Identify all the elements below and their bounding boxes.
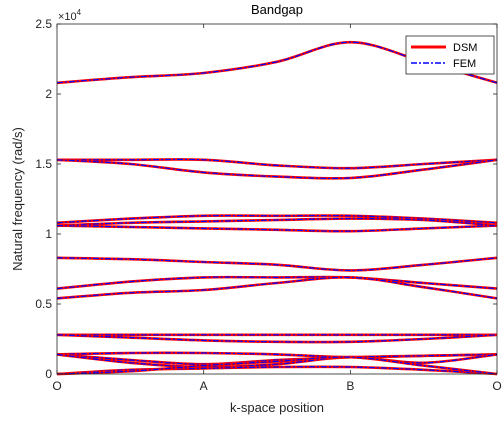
legend: DSM FEM bbox=[405, 35, 495, 75]
fem-band-4 bbox=[56, 214, 498, 224]
ticks-layer: O A B O00.511.522.5 bbox=[35, 17, 501, 393]
y-tick-label-1: 0.5 bbox=[35, 297, 52, 311]
fem-band-12 bbox=[56, 352, 498, 358]
fem-band-7 bbox=[56, 257, 498, 272]
legend-dsm-label: DSM bbox=[453, 42, 477, 54]
y-tick-label-3: 1.5 bbox=[35, 157, 52, 171]
x-tick-label-3: O bbox=[492, 379, 501, 393]
legend-fem-label: FEM bbox=[453, 58, 476, 70]
fem-band-13 bbox=[56, 353, 498, 365]
x-tick-label-0: O bbox=[52, 379, 61, 393]
y-axis-title: Natural frequency (rad/s) bbox=[10, 127, 25, 271]
fem-band-11 bbox=[56, 334, 498, 343]
y-tick-label-5: 2.5 bbox=[35, 17, 52, 31]
x-tick-label-1: A bbox=[200, 379, 208, 393]
y-exponent-power: 4 bbox=[77, 8, 82, 17]
y-tick-label-4: 2 bbox=[45, 87, 52, 101]
y-tick-label-2: 1 bbox=[45, 227, 52, 241]
fem-band-2 bbox=[57, 158, 498, 169]
fem-band-15 bbox=[56, 366, 498, 375]
x-tick-label-2: B bbox=[346, 379, 354, 393]
y-exponent-label: ×104 bbox=[58, 8, 82, 23]
plot-frame bbox=[56, 23, 498, 375]
fem-band-5 bbox=[56, 217, 498, 227]
fem-band-14 bbox=[56, 353, 498, 368]
x-axis-title: k-space position bbox=[230, 400, 324, 415]
y-exponent-base: ×10 bbox=[58, 11, 77, 23]
legend-box bbox=[405, 35, 495, 75]
y-tick-label-0: 0 bbox=[45, 367, 52, 381]
chart-title: Bandgap bbox=[251, 2, 303, 17]
fem-band-3 bbox=[56, 159, 498, 180]
fem-band-6 bbox=[56, 225, 498, 232]
plot-area bbox=[57, 24, 497, 374]
fem-band-16 bbox=[56, 356, 498, 375]
fem-band-9 bbox=[56, 276, 498, 299]
data-layer bbox=[56, 40, 498, 376]
fem-band-8 bbox=[56, 276, 498, 290]
